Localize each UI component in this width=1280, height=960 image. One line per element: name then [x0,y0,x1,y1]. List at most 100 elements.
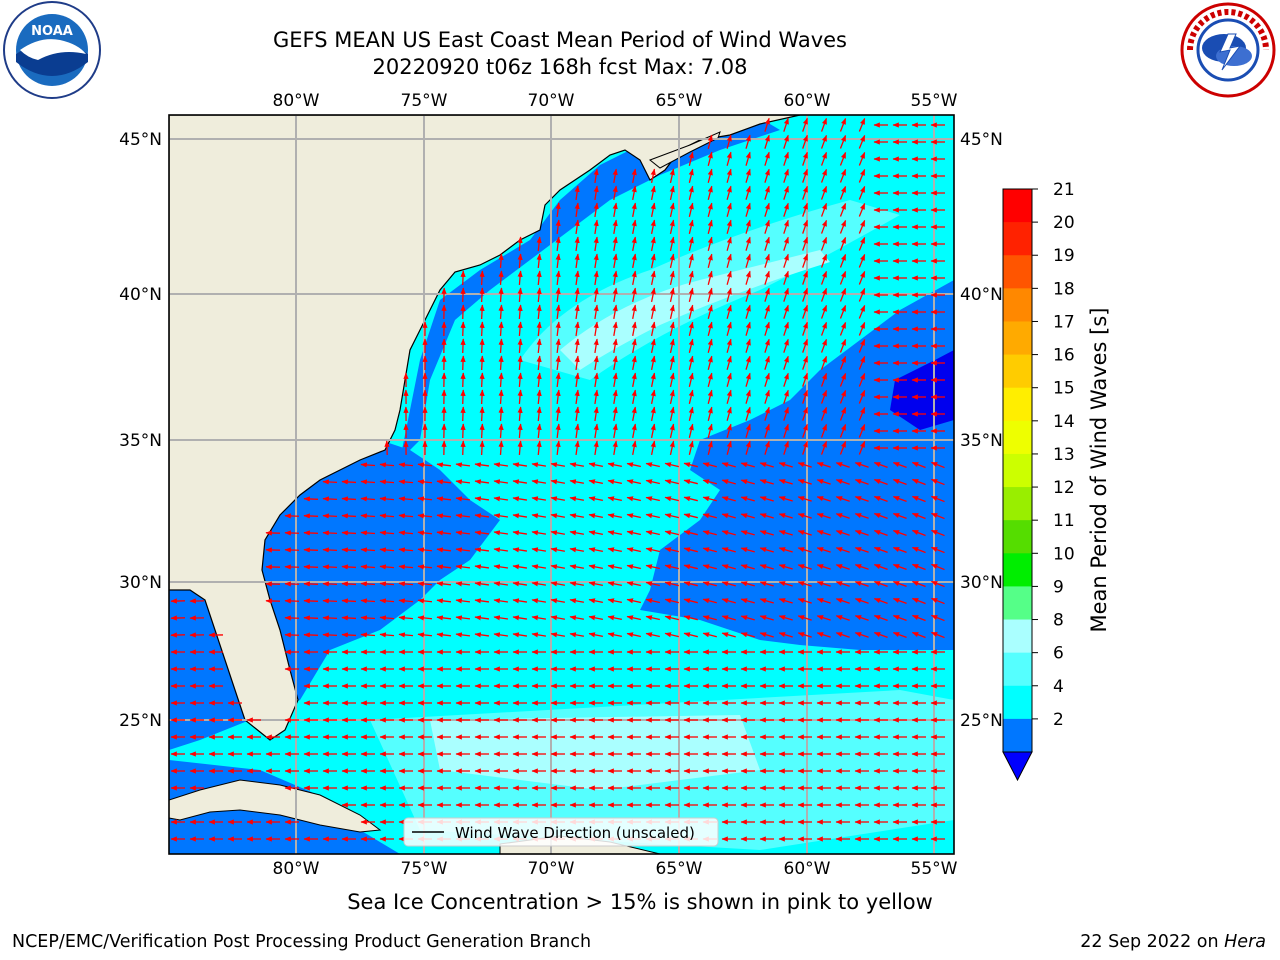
wind-arrow [417,632,433,638]
wind-arrow [474,496,490,502]
wind-arrow [688,185,694,200]
wind-arrow [764,287,770,302]
wind-arrow [858,304,866,319]
wind-arrow [479,304,485,320]
wind-arrow [820,236,828,251]
wind-arrow [688,338,694,353]
wind-arrow [555,304,561,320]
wind-arrow [417,547,433,553]
wind-arrow [820,372,828,387]
wind-arrow [341,530,357,536]
wind-arrow [460,406,466,422]
wind-arrow [574,440,580,456]
wind-arrow [911,614,926,622]
wind-arrow [664,496,679,502]
wind-arrow [783,423,789,438]
wind-arrow [498,270,504,286]
wind-arrow [607,547,622,553]
wind-arrow [574,304,580,320]
wind-arrow [612,389,618,405]
wind-arrow [645,547,660,553]
wind-arrow [911,563,926,571]
wind-arrow [322,530,338,536]
wind-arrow [555,355,561,371]
wind-arrow [669,304,675,319]
lon-label-bottom: 75°W [401,859,448,879]
colorbar-segment [1003,553,1032,587]
wind-arrow [517,253,523,269]
wind-arrow [816,547,831,553]
wind-arrow [764,253,770,268]
wind-arrow [593,440,599,456]
wind-arrow [816,632,831,638]
wind-arrow [778,564,793,570]
wind-arrow [764,270,770,285]
wind-arrow [778,615,793,621]
wind-arrow [816,513,831,519]
wind-arrow [797,632,812,638]
wind-arrow [740,462,755,468]
wind-arrow [783,185,789,200]
wind-arrow [379,564,395,570]
wind-arrow [664,615,679,621]
wind-arrow [669,372,675,387]
wind-arrow [555,236,561,252]
wind-arrow [631,355,637,370]
wind-arrow [460,270,466,286]
wind-arrow [588,598,603,604]
wind-arrow [802,117,808,132]
wind-arrow [911,512,926,520]
wind-arrow [858,185,866,200]
wind-arrow [607,496,622,502]
wind-arrow [721,513,736,519]
wind-arrow [892,546,907,554]
wind-arrow [930,478,945,486]
wind-arrow [498,321,504,337]
wind-arrow [839,355,847,370]
wind-arrow [612,168,618,184]
wind-arrow [778,598,793,604]
wind-arrow [569,513,585,519]
wind-arrow [759,615,774,621]
wind-arrow [745,372,751,387]
wind-arrow [854,530,869,536]
wind-arrow [517,270,523,286]
wind-arrow [650,355,656,370]
wind-arrow [550,513,566,519]
wind-arrow [839,440,847,455]
wind-arrow [802,440,808,455]
wind-arrow [707,287,713,302]
wind-arrow [303,615,319,621]
wind-arrow [726,253,732,268]
wind-arrow [379,462,395,468]
wind-arrow [669,219,675,234]
wind-arrow [631,304,637,319]
wind-arrow [858,134,866,149]
wind-arrow [536,304,542,320]
wind-arrow [816,564,831,570]
lon-label-top: 55°W [911,91,958,111]
wind-arrow [607,513,622,519]
lon-label-bottom: 65°W [656,859,703,879]
wind-arrow [839,304,847,319]
wind-arrow [398,462,414,468]
wind-arrow [512,479,528,485]
credit-date-text: 22 Sep 2022 on [1080,932,1225,952]
wind-arrow [669,338,675,353]
wind-arrow [417,615,433,621]
wind-arrow [474,632,490,638]
colorbar-tick-label: 20 [1053,213,1075,233]
lon-label-top: 75°W [401,91,448,111]
wind-arrow [764,134,770,149]
wind-arrow [797,547,812,553]
wind-arrow [930,546,945,554]
wind-arrow [460,372,466,388]
wind-arrow [820,287,828,302]
wind-arrow [783,168,789,183]
wind-arrow [493,615,509,621]
wind-arrow [764,219,770,234]
wind-arrow [303,598,319,604]
wind-arrow [626,581,641,587]
wind-arrow [688,406,694,421]
wind-arrow [930,563,945,571]
